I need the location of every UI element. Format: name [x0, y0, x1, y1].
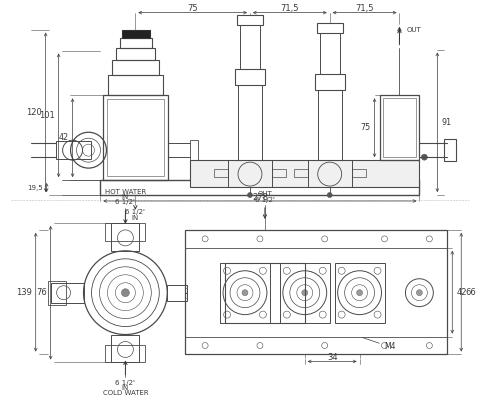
Circle shape — [247, 192, 252, 198]
Circle shape — [241, 290, 248, 296]
Bar — [293, 169, 307, 177]
Text: 42: 42 — [59, 133, 69, 142]
Text: 139: 139 — [16, 288, 32, 297]
Text: 6 1/2': 6 1/2' — [125, 209, 145, 215]
Circle shape — [326, 192, 332, 198]
Text: 6 1/2': 6 1/2' — [254, 197, 274, 203]
Bar — [238, 85, 262, 160]
Text: 278: 278 — [252, 192, 267, 202]
Text: OUT: OUT — [406, 27, 420, 32]
Bar — [228, 160, 271, 187]
Bar — [50, 283, 84, 303]
Text: 76: 76 — [36, 288, 47, 297]
Bar — [351, 169, 365, 177]
Text: 19,5: 19,5 — [27, 185, 43, 190]
Bar — [214, 169, 228, 177]
Bar — [190, 160, 419, 187]
Text: 71,5: 71,5 — [355, 4, 373, 13]
Bar — [105, 345, 145, 362]
Bar — [190, 160, 419, 187]
Bar — [314, 75, 344, 90]
Bar — [220, 263, 269, 323]
Text: 6 1/2': 6 1/2' — [115, 199, 135, 205]
Bar — [108, 75, 163, 95]
Bar — [122, 30, 150, 38]
Bar — [120, 38, 152, 47]
Bar — [107, 99, 164, 176]
Bar — [316, 23, 342, 32]
Text: IN: IN — [121, 194, 129, 200]
Bar — [185, 230, 446, 248]
Bar — [235, 70, 264, 85]
Text: 6 1/2': 6 1/2' — [115, 380, 135, 386]
Bar — [279, 263, 329, 323]
Bar — [190, 140, 198, 160]
Circle shape — [356, 290, 362, 296]
Text: 120: 120 — [26, 108, 42, 117]
Circle shape — [420, 154, 426, 160]
Bar — [444, 139, 456, 161]
Bar — [379, 95, 419, 160]
Text: IN: IN — [132, 215, 139, 221]
Bar — [382, 98, 416, 157]
Bar — [317, 90, 341, 160]
Text: 101: 101 — [39, 111, 55, 120]
Text: 34: 34 — [326, 353, 337, 362]
Text: 75: 75 — [360, 123, 370, 132]
Bar — [185, 230, 446, 354]
Text: 71,5: 71,5 — [280, 4, 299, 13]
Bar — [237, 15, 263, 25]
Bar — [48, 281, 65, 305]
Bar — [116, 47, 155, 60]
Bar — [334, 263, 384, 323]
Circle shape — [121, 289, 129, 297]
Text: COLD WATER: COLD WATER — [102, 390, 148, 396]
Text: M4: M4 — [361, 337, 395, 352]
Bar — [103, 95, 168, 180]
Bar — [167, 285, 187, 301]
Bar — [111, 335, 139, 362]
Bar — [105, 223, 145, 241]
Bar — [225, 263, 304, 323]
Bar — [112, 60, 159, 75]
Bar — [185, 337, 446, 354]
Bar — [111, 223, 139, 251]
Circle shape — [416, 290, 421, 296]
Circle shape — [301, 290, 307, 296]
Bar — [56, 141, 90, 159]
Bar — [100, 180, 419, 195]
Text: HOT WATER: HOT WATER — [105, 189, 146, 195]
Text: 91: 91 — [440, 118, 451, 127]
Bar — [271, 169, 285, 177]
Bar — [319, 32, 339, 75]
Text: 75: 75 — [187, 4, 198, 13]
Bar — [240, 25, 259, 70]
Text: OUT: OUT — [257, 191, 272, 197]
Bar — [307, 160, 351, 187]
Text: 66: 66 — [464, 288, 475, 297]
Text: IN: IN — [121, 386, 129, 391]
Text: 42: 42 — [456, 288, 466, 297]
